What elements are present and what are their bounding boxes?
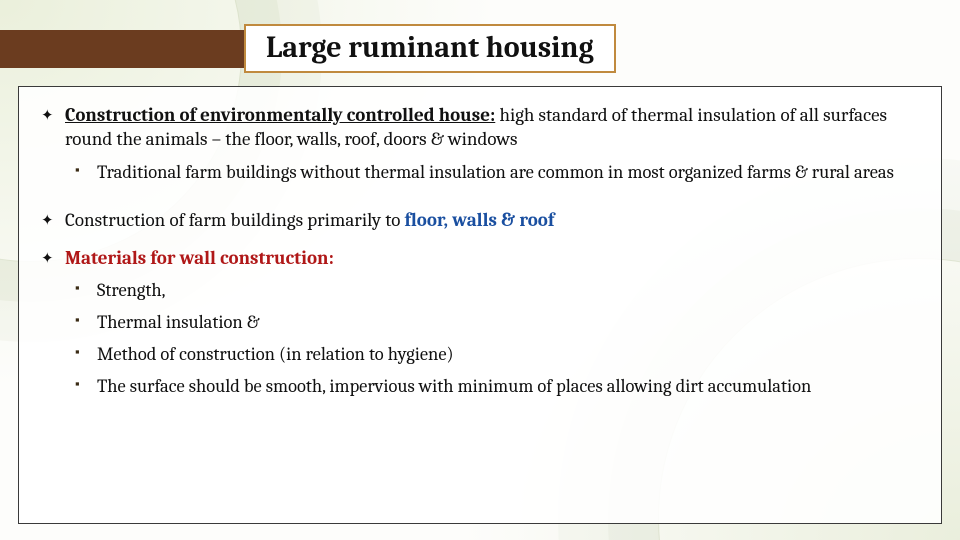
spacer	[41, 188, 919, 206]
bullet-level2: ▪Method of construction (in relation to …	[75, 342, 919, 366]
bullet-text: Construction of environmentally controll…	[65, 103, 919, 152]
bullet-level2: ▪Traditional farm buildings without ther…	[75, 160, 919, 184]
bullet-text: Materials for wall construction:	[65, 246, 334, 270]
square-icon: ▪	[75, 278, 97, 300]
square-icon: ▪	[75, 342, 97, 364]
bullet-level2: ▪The surface should be smooth, imperviou…	[75, 374, 919, 398]
diamond-icon: ✦	[41, 208, 65, 232]
bullet-text: Traditional farm buildings without therm…	[97, 160, 894, 184]
title-arrow-shape	[0, 30, 250, 68]
bullet-text: Thermal insulation &	[97, 310, 260, 334]
bullet-level2: ▪Thermal insulation &	[75, 310, 919, 334]
diamond-icon: ✦	[41, 246, 65, 270]
bullet-text: Strength,	[97, 278, 165, 302]
content-frame: ✦Construction of environmentally control…	[18, 86, 942, 524]
square-icon: ▪	[75, 374, 97, 396]
bullet-level2: ▪Strength,	[75, 278, 919, 302]
square-icon: ▪	[75, 310, 97, 332]
bullet-level1: ✦Construction of environmentally control…	[41, 103, 919, 152]
diamond-icon: ✦	[41, 103, 65, 127]
title-bar: Large ruminant housing	[0, 24, 616, 73]
bullet-level1-header: ✦Materials for wall construction:	[41, 246, 919, 270]
bullet-level1: ✦Construction of farm buildings primaril…	[41, 208, 919, 232]
bullet-text: The surface should be smooth, impervious…	[97, 374, 811, 398]
bullet-text: Method of construction (in relation to h…	[97, 342, 454, 366]
square-icon: ▪	[75, 160, 97, 182]
bullet-text: Construction of farm buildings primarily…	[65, 208, 554, 232]
slide-title: Large ruminant housing	[244, 24, 616, 73]
